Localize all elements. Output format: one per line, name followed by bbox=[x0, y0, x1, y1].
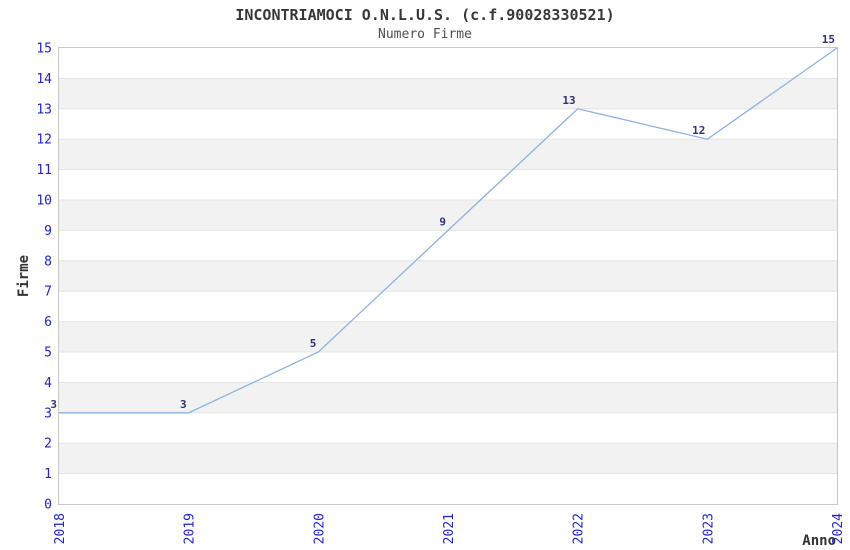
y-tick-label: 6 bbox=[44, 315, 52, 330]
y-tick-label: 9 bbox=[44, 224, 52, 239]
grid-band bbox=[59, 139, 837, 170]
y-tick-label: 14 bbox=[36, 72, 52, 87]
plot-area: 3 3 5 9 13 12 15 0 1 2 3 4 5 6 7 8 9 10 11 12 13 14 15 2018 2019… bbox=[36, 33, 846, 544]
data-point-label: 9 bbox=[439, 215, 446, 228]
y-tick-label: 13 bbox=[36, 102, 52, 117]
x-tick-label: 2018 bbox=[53, 513, 68, 544]
x-tick-label: 2024 bbox=[831, 513, 846, 544]
x-tick-label: 2020 bbox=[312, 513, 327, 544]
grid-band bbox=[59, 200, 837, 231]
data-point-label: 3 bbox=[50, 398, 57, 411]
y-tick-label: 3 bbox=[44, 406, 52, 421]
data-point-label: 12 bbox=[692, 124, 705, 137]
grid-band bbox=[59, 260, 837, 292]
data-point-label: 13 bbox=[562, 94, 575, 107]
y-tick-label: 1 bbox=[44, 467, 52, 482]
data-point-label: 5 bbox=[310, 337, 317, 350]
grid-band bbox=[59, 443, 837, 474]
chart-subtitle: Numero Firme bbox=[378, 27, 472, 42]
y-tick-label: 15 bbox=[36, 42, 52, 57]
chart-title: INCONTRIAMOCI O.N.L.U.S. (c.f.9002833052… bbox=[235, 6, 615, 24]
x-axis-title: Anno bbox=[802, 533, 836, 549]
data-point-label: 3 bbox=[180, 398, 187, 411]
grid-band bbox=[59, 78, 837, 109]
y-tick-label: 11 bbox=[36, 163, 52, 178]
y-tick-label: 0 bbox=[44, 498, 52, 513]
y-tick-label: 8 bbox=[44, 254, 52, 269]
y-tick-label: 2 bbox=[44, 437, 52, 452]
y-tick-label: 10 bbox=[36, 194, 52, 209]
y-tick-label: 7 bbox=[44, 285, 52, 300]
x-tick-label: 2022 bbox=[572, 513, 587, 544]
y-tick-label: 12 bbox=[36, 133, 52, 148]
data-point-label: 15 bbox=[822, 33, 835, 46]
grid-band bbox=[59, 382, 837, 413]
x-tick-label: 2021 bbox=[442, 513, 457, 544]
y-tick-label: 4 bbox=[44, 376, 52, 391]
data-line bbox=[59, 47, 838, 414]
y-tick-label: 5 bbox=[44, 346, 52, 361]
x-tick-label: 2019 bbox=[183, 513, 198, 544]
x-tick-label: 2023 bbox=[701, 513, 716, 544]
y-axis-title: Firme bbox=[16, 254, 32, 298]
grid-band bbox=[59, 321, 837, 352]
